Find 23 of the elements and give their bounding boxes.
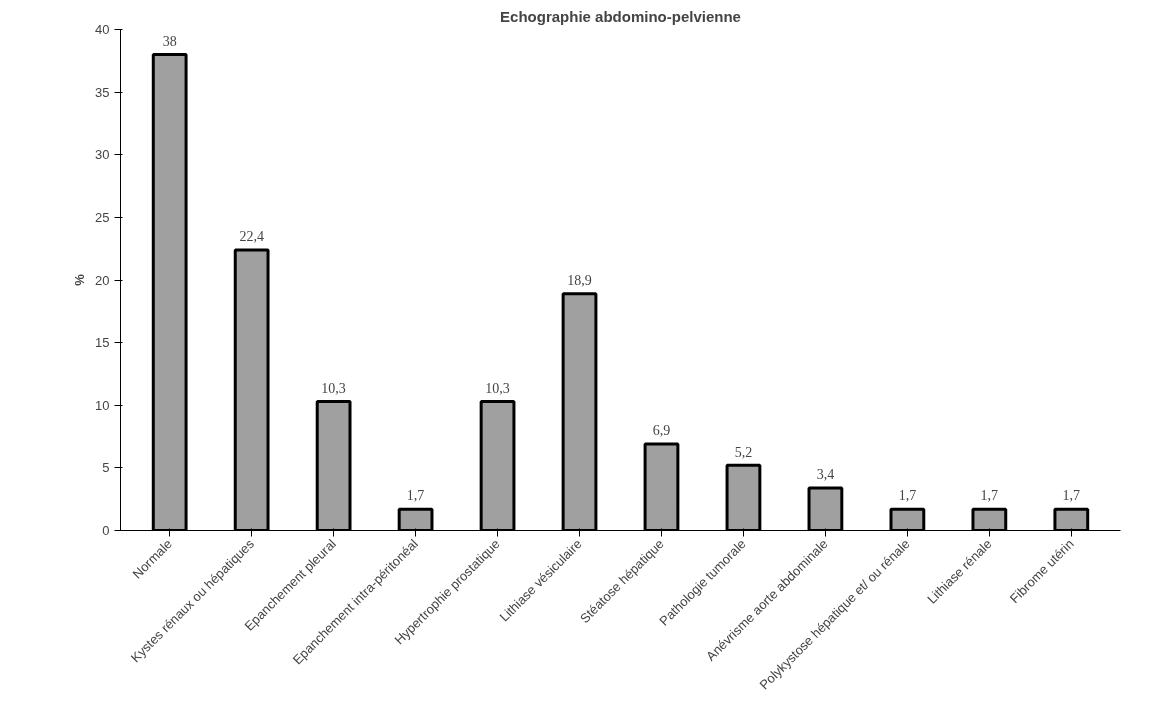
data-label: 38 [162, 33, 177, 49]
chart-title: Echographie abdomino-pelvienne [500, 7, 741, 25]
y-tick-label: 5 [102, 460, 110, 476]
data-label: 10,3 [485, 380, 510, 396]
data-label: 1,7 [980, 488, 999, 504]
data-label: 1,7 [406, 488, 425, 504]
y-tick-label: 30 [95, 147, 110, 163]
data-label: 3,4 [816, 467, 835, 483]
y-tick-label: 10 [95, 397, 110, 413]
y-axis-title: % [72, 273, 88, 286]
y-tick-label: 40 [95, 22, 110, 37]
y-tick-label: 20 [95, 272, 110, 288]
y-tick-label: 15 [95, 335, 110, 351]
data-label: 6,9 [652, 423, 671, 439]
y-tick-label: 25 [95, 209, 110, 225]
data-label: 22,4 [239, 229, 264, 245]
data-label: 10,3 [321, 380, 346, 396]
data-label: 18,9 [567, 273, 592, 289]
data-label: 1,7 [1062, 488, 1081, 504]
y-tick-label: 0 [102, 523, 110, 538]
data-label: 1,7 [898, 488, 917, 504]
y-tick-label: 35 [95, 84, 110, 100]
data-label: 5,2 [734, 444, 753, 460]
